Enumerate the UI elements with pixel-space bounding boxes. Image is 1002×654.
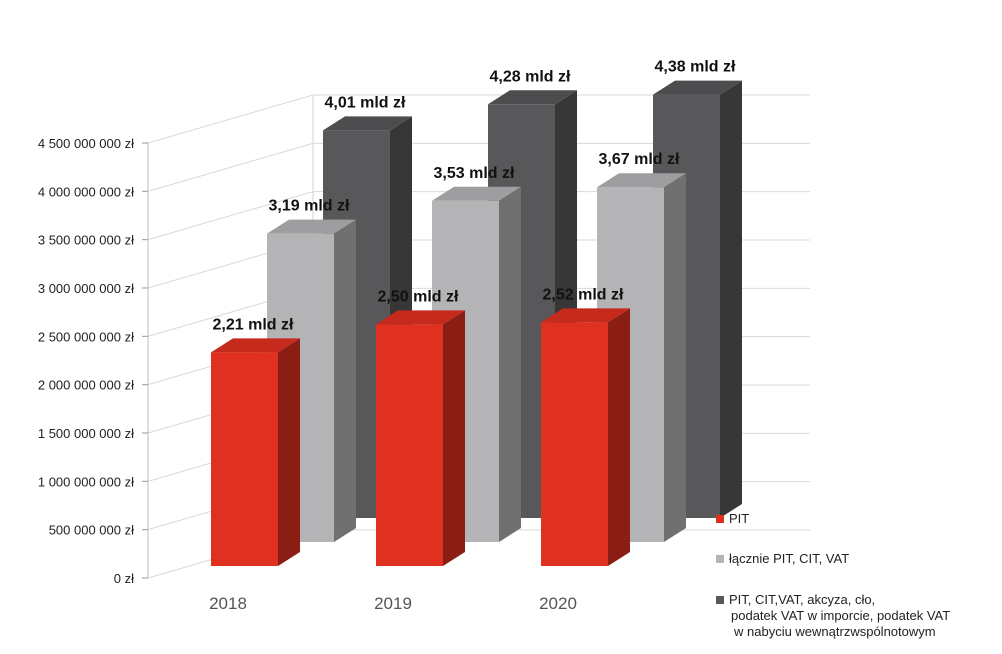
data-label: 2,52 mld zł [543,286,624,303]
bar-top [653,80,742,95]
bar-top [211,338,300,353]
data-label: 4,01 mld zł [325,94,406,111]
y-tick-label: 3 500 000 000 zł [38,233,134,248]
bar-0-1 [376,310,465,566]
y-tick-label: 2 500 000 000 zł [38,329,134,344]
bar-side [499,186,521,542]
legend-swatch [716,515,724,523]
y-tick-label: 0 zł [114,571,134,586]
y-tick-label: 4 500 000 000 zł [38,136,134,151]
legend-label: PIT, CIT,VAT, akcyza, cło, [729,592,875,607]
bar-top [597,173,686,188]
bar-front [376,324,443,566]
bar-side [443,310,465,566]
data-label: 3,53 mld zł [434,165,515,182]
legend-label: PIT [729,511,749,526]
y-tick-label: 3 000 000 000 zł [38,281,134,296]
y-tick-label: 4 000 000 000 zł [38,184,134,199]
bar-side [664,173,686,542]
bar-side [278,338,300,566]
bar-0-2 [541,308,630,566]
category-label: 2018 [209,594,247,613]
y-tick-label: 500 000 000 zł [49,523,134,538]
x-axis: 2018 2019 2020 [209,594,577,613]
bar-top [488,90,577,105]
data-label: 3,19 mld zł [269,198,350,215]
y-tick-label: 2 000 000 000 zł [38,378,134,393]
legend-swatch [716,596,724,604]
y-tick-label: 1 000 000 000 zł [38,474,134,489]
bar-side [720,80,742,518]
bar-top [323,116,412,131]
bar-side [608,308,630,566]
legend-label: łącznie PIT, CIT, VAT [729,551,849,566]
data-label: 4,38 mld zł [655,59,736,76]
data-labels: 4,01 mld zł 4,28 mld zł 4,38 mld zł 3,19 ml… [213,59,736,334]
data-label: 2,21 mld zł [213,316,294,333]
bar-top [432,186,521,201]
gridline [147,142,810,192]
bar-front [211,352,278,566]
legend: PIT łącznie PIT, CIT, VAT PIT, CIT,VAT, ak… [716,511,950,639]
data-label: 2,50 mld zł [378,288,459,305]
bar-top [267,219,356,234]
gridline [147,94,810,144]
legend-label: podatek VAT w imporcie, podatek VAT [731,608,950,623]
category-label: 2019 [374,594,412,613]
data-label: 4,28 mld zł [490,68,571,85]
y-tick-label: 1 500 000 000 zł [38,426,134,441]
bar-side [334,219,356,542]
bars [211,80,742,566]
data-label: 3,67 mld zł [599,151,680,168]
y-axis: 0 zł 500 000 000 zł 1 000 000 000 zł 1 500 … [38,136,148,586]
category-label: 2020 [539,594,577,613]
bar-front [541,322,608,566]
bar-top [541,308,630,323]
bar-top [376,310,465,325]
legend-swatch [716,555,724,563]
bar-0-0 [211,338,300,566]
legend-label: w nabyciu wewnątrzwspólnotowym [733,624,936,639]
